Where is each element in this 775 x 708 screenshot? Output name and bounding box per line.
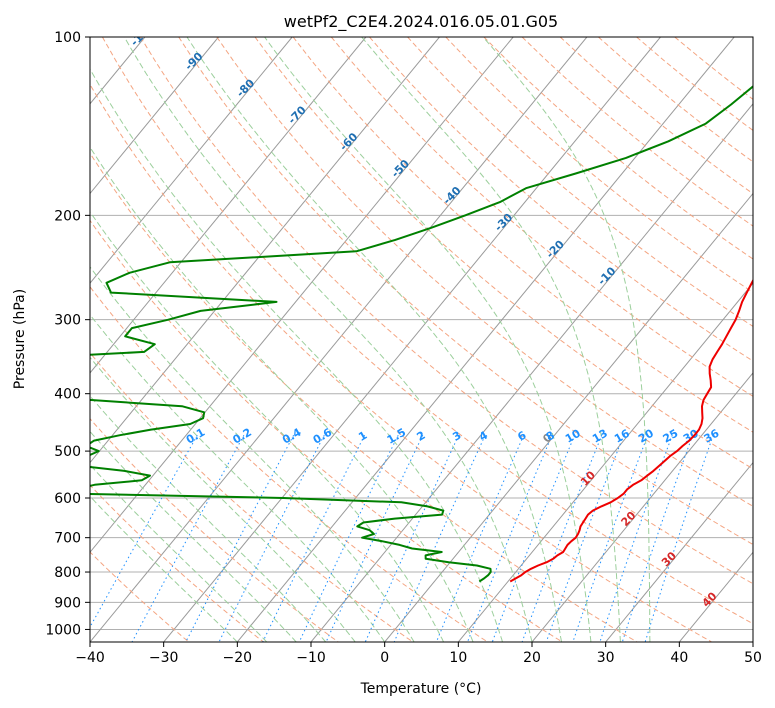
x-tick-label: −40 xyxy=(75,650,105,666)
dry-adiabat-line xyxy=(101,37,753,625)
mixing-ratio-labels: 0.1 0.2 0.4 0.6 1 1.5 2 3 4 6 8 10 13 16 20 25 30 36 xyxy=(184,425,722,446)
isotherm-line xyxy=(90,37,293,284)
plot-area xyxy=(90,37,753,642)
dewpoint-profile-line xyxy=(90,85,753,583)
dry-adiabat-line xyxy=(90,152,638,642)
dry-adiabat-line xyxy=(407,37,753,328)
mixing-ratio-line xyxy=(572,435,649,642)
moist-adiabat-line xyxy=(90,68,503,642)
moist-adiabat-line xyxy=(186,37,562,642)
x-axis-label: Temperature (°C) xyxy=(360,681,482,697)
moist-adiabat-line xyxy=(482,37,651,642)
chart-title: wetPf2_C2E4.2024.016.05.01.G05 xyxy=(284,12,558,32)
dry-adiabat-line xyxy=(90,418,339,642)
y-tick-label: 700 xyxy=(54,531,81,547)
y-tick-label: 600 xyxy=(54,491,81,507)
dry-adiabat-line xyxy=(216,37,753,507)
moist-adiabat-line xyxy=(90,210,445,642)
dry-adiabat-line xyxy=(140,37,753,585)
dry-adiabat-line xyxy=(90,83,712,642)
x-tick-label: 30 xyxy=(597,650,615,666)
y-tick-label: 400 xyxy=(54,387,81,403)
dry-adiabat-line xyxy=(369,37,753,362)
isotherm-line xyxy=(163,37,661,642)
dry-adiabat-line xyxy=(90,484,264,642)
y-axis-ticks: 100 200 300 400 500 600 700 800 900 1000 xyxy=(45,30,90,638)
dry-adiabat-line xyxy=(254,37,753,470)
isotherm-label: -100 xyxy=(128,20,157,49)
moist-adiabat-line xyxy=(264,37,592,642)
mixing-ratio-line xyxy=(218,434,325,642)
mixing-ratio-line xyxy=(185,434,295,642)
y-tick-label: 200 xyxy=(54,208,81,224)
x-tick-label: 50 xyxy=(744,650,762,666)
x-tick-label: −10 xyxy=(296,650,326,666)
isotherm-line xyxy=(90,37,367,374)
isotherm-line xyxy=(605,461,753,642)
dry-adiabat-line xyxy=(330,37,753,397)
x-tick-label: 0 xyxy=(380,650,389,666)
profile-lines xyxy=(90,85,753,583)
x-tick-label: 40 xyxy=(670,650,688,666)
dry-adiabat-line xyxy=(90,285,488,642)
moist-adiabat-line xyxy=(361,37,621,642)
mixing-ratio-line xyxy=(599,435,673,642)
mixing-ratio-line xyxy=(364,434,460,642)
mixing-ratio-line xyxy=(90,434,198,629)
moist-adiabat-line xyxy=(90,430,297,642)
background-lines xyxy=(90,37,753,642)
x-axis-ticks: −40 −30 −20 −10 0 10 20 30 40 50 xyxy=(75,642,762,666)
isotherm-line xyxy=(236,37,735,642)
x-tick-label: 20 xyxy=(523,650,541,666)
x-tick-label: −20 xyxy=(223,650,253,666)
mixing-ratio-line xyxy=(644,435,714,642)
moist-adiabat-line xyxy=(90,146,474,642)
plot-frame xyxy=(89,36,754,643)
isotherm-line xyxy=(90,37,514,554)
y-tick-label: 100 xyxy=(54,30,81,46)
moist-adiabat-line xyxy=(90,356,356,642)
x-tick-label: 10 xyxy=(449,650,467,666)
isotherm-line xyxy=(90,37,219,195)
mixing-ratio-line xyxy=(621,435,694,642)
temperature-profile-line xyxy=(509,278,753,583)
y-tick-label: 500 xyxy=(54,444,81,460)
isotherm-line xyxy=(90,37,440,464)
isotherm-line xyxy=(90,37,588,642)
y-tick-label: 800 xyxy=(54,565,81,581)
y-tick-label: 1000 xyxy=(45,622,81,638)
isotherm-line xyxy=(310,103,753,642)
y-axis-label: Pressure (hPa) xyxy=(12,289,28,389)
mixing-ratio-line xyxy=(262,434,366,642)
moist-adiabat-line xyxy=(123,37,533,642)
dry-adiabat-line xyxy=(292,37,753,433)
y-tick-label: 300 xyxy=(54,313,81,329)
x-tick-label: −30 xyxy=(149,650,179,666)
moist-adiabat-line xyxy=(90,395,327,642)
dry-adiabat-line xyxy=(90,219,563,642)
isotherm-line xyxy=(457,282,753,642)
moist-adiabat-line xyxy=(90,266,415,642)
mixing-ratio-line xyxy=(131,434,245,642)
moist-adiabat-line xyxy=(90,464,268,642)
y-tick-label: 900 xyxy=(54,595,81,611)
dry-adiabat-line xyxy=(178,37,753,546)
mixing-ratio-line xyxy=(545,435,625,642)
dry-adiabat-line xyxy=(445,37,753,294)
isotherm-line xyxy=(531,372,753,642)
isotherm-line xyxy=(384,192,753,642)
